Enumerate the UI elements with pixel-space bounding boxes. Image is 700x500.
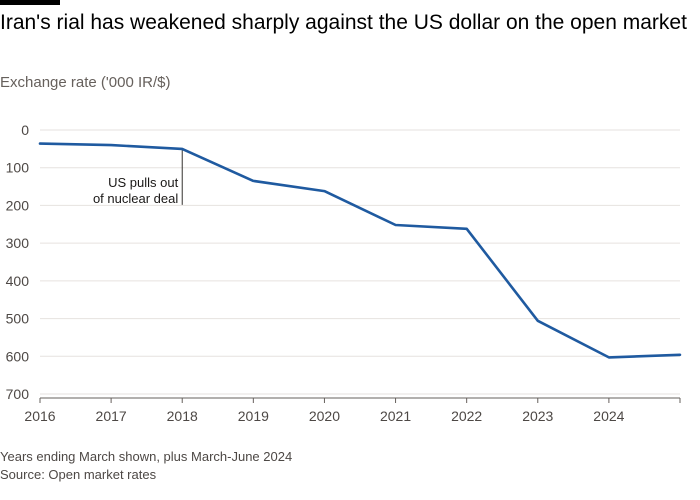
chart-subtitle: Exchange rate ('000 IR/$): [0, 74, 171, 91]
x-tick-label: 2022: [451, 408, 482, 424]
series-lines: [38, 142, 682, 359]
chart-footnote: Years ending March shown, plus March-Jun…: [0, 449, 293, 464]
x-axis: 2016 2017 2018 2019 2020 2021 2022 2023 2024: [24, 397, 681, 424]
x-tick-label: 2017: [96, 408, 127, 424]
x-tick-label: 2019: [238, 408, 269, 424]
x-tick-label: 2020: [309, 408, 340, 424]
y-tick-label: 0: [21, 122, 29, 138]
y-axis-tick-labels: 0 100 200 300 400 500 600 700: [6, 122, 30, 402]
x-tick-label: 2021: [380, 408, 411, 424]
y-tick-label: 100: [6, 160, 30, 176]
annotation-text: US pulls out: [108, 175, 178, 190]
y-tick-label: 300: [6, 235, 30, 251]
series-line-0: [38, 142, 682, 359]
y-tick-label: 200: [6, 197, 30, 213]
y-tick-label: 600: [6, 348, 30, 364]
y-tick-label: 700: [6, 386, 30, 402]
y-tick-label: 500: [6, 311, 30, 327]
x-tick-label: 2018: [167, 408, 198, 424]
x-tick-label: 2016: [24, 408, 55, 424]
gridlines: [40, 129, 680, 395]
chart-title: Iran's rial has weakened sharply against…: [0, 11, 687, 34]
annotation-text: of nuclear deal: [93, 191, 178, 206]
chart-source: Source: Open market rates: [0, 467, 157, 482]
y-tick-label: 400: [6, 273, 30, 289]
x-tick-label: 2023: [522, 408, 553, 424]
x-tick-label: 2024: [593, 408, 624, 424]
header-accent-bar: [0, 0, 60, 5]
